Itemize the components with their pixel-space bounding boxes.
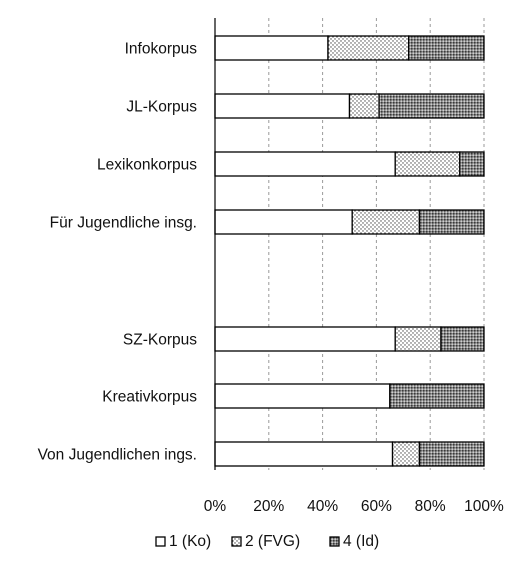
bar-segment bbox=[394, 151, 461, 177]
bar-segment bbox=[440, 326, 485, 352]
bar-segment bbox=[418, 209, 485, 235]
x-tick-label: 20% bbox=[253, 498, 284, 515]
bar-segment bbox=[214, 209, 353, 235]
category-label: Für Jugendliche insg. bbox=[50, 215, 197, 232]
category-label: JL-Korpus bbox=[126, 99, 197, 116]
bar-segment bbox=[214, 93, 351, 119]
legend-label: 2 (FVG) bbox=[245, 533, 300, 550]
x-tick-label: 100% bbox=[464, 498, 504, 515]
bar-segment bbox=[214, 35, 329, 61]
bar-segment bbox=[348, 93, 380, 119]
x-tick-label: 0% bbox=[204, 498, 227, 515]
bar-segment bbox=[214, 441, 394, 467]
legend-item: 4 (Id) bbox=[329, 533, 379, 550]
bar-segment bbox=[214, 151, 396, 177]
bar-segment bbox=[408, 35, 485, 61]
category-labels: Infokorpus JL-Korpus Lexikonkorpus Für Juge… bbox=[38, 41, 198, 464]
category-label: Von Jugendlichen ings. bbox=[38, 447, 197, 464]
legend-swatch bbox=[155, 536, 166, 547]
bars bbox=[214, 35, 485, 467]
x-tick-label: 60% bbox=[361, 498, 392, 515]
legend-swatch bbox=[231, 536, 242, 547]
legend-item: 2 (FVG) bbox=[231, 533, 300, 550]
category-label: Infokorpus bbox=[125, 41, 198, 58]
legend-swatch bbox=[329, 536, 340, 547]
legend-label: 4 (Id) bbox=[343, 533, 379, 550]
legend-label: 1 (Ko) bbox=[169, 533, 211, 550]
category-label: Lexikonkorpus bbox=[97, 157, 197, 174]
bar-segment bbox=[351, 209, 421, 235]
legend: 1 (Ko) 2 (FVG) 4 (Id) bbox=[155, 533, 379, 550]
bar-segment bbox=[378, 93, 485, 119]
category-label: SZ-Korpus bbox=[123, 332, 197, 349]
bar-segment bbox=[214, 326, 396, 352]
x-tick-label: 80% bbox=[415, 498, 446, 515]
x-tick-label: 40% bbox=[307, 498, 338, 515]
bar-segment bbox=[418, 441, 485, 467]
bar-segment bbox=[389, 383, 485, 409]
x-tick-labels: 0% 20% 40% 60% 80% 100% bbox=[204, 498, 504, 515]
bar-segment bbox=[394, 326, 442, 352]
bar-segment bbox=[214, 383, 391, 409]
bar-segment bbox=[327, 35, 410, 61]
bar-segment bbox=[459, 151, 485, 177]
legend-item: 1 (Ko) bbox=[155, 533, 211, 550]
bar-segment bbox=[391, 441, 421, 467]
category-label: Kreativkorpus bbox=[102, 389, 197, 406]
